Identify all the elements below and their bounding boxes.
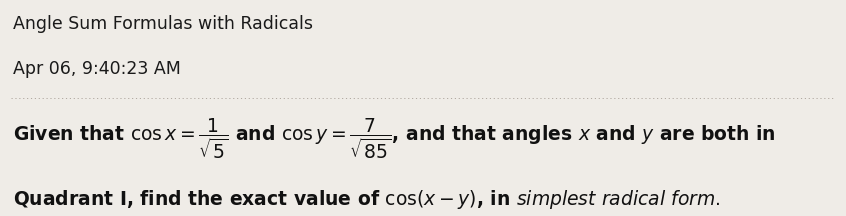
Text: Angle Sum Formulas with Radicals: Angle Sum Formulas with Radicals [13,15,313,33]
Text: Apr 06, 9:40:23 AM: Apr 06, 9:40:23 AM [13,60,180,78]
Text: Quadrant I, find the exact value of $\cos(x - y)$, in $\mathit{simplest\ radical: Quadrant I, find the exact value of $\co… [13,188,720,211]
Text: Given that $\cos x = \dfrac{1}{\sqrt{5}}$ and $\cos y = \dfrac{7}{\sqrt{85}}$, a: Given that $\cos x = \dfrac{1}{\sqrt{5}}… [13,117,776,161]
